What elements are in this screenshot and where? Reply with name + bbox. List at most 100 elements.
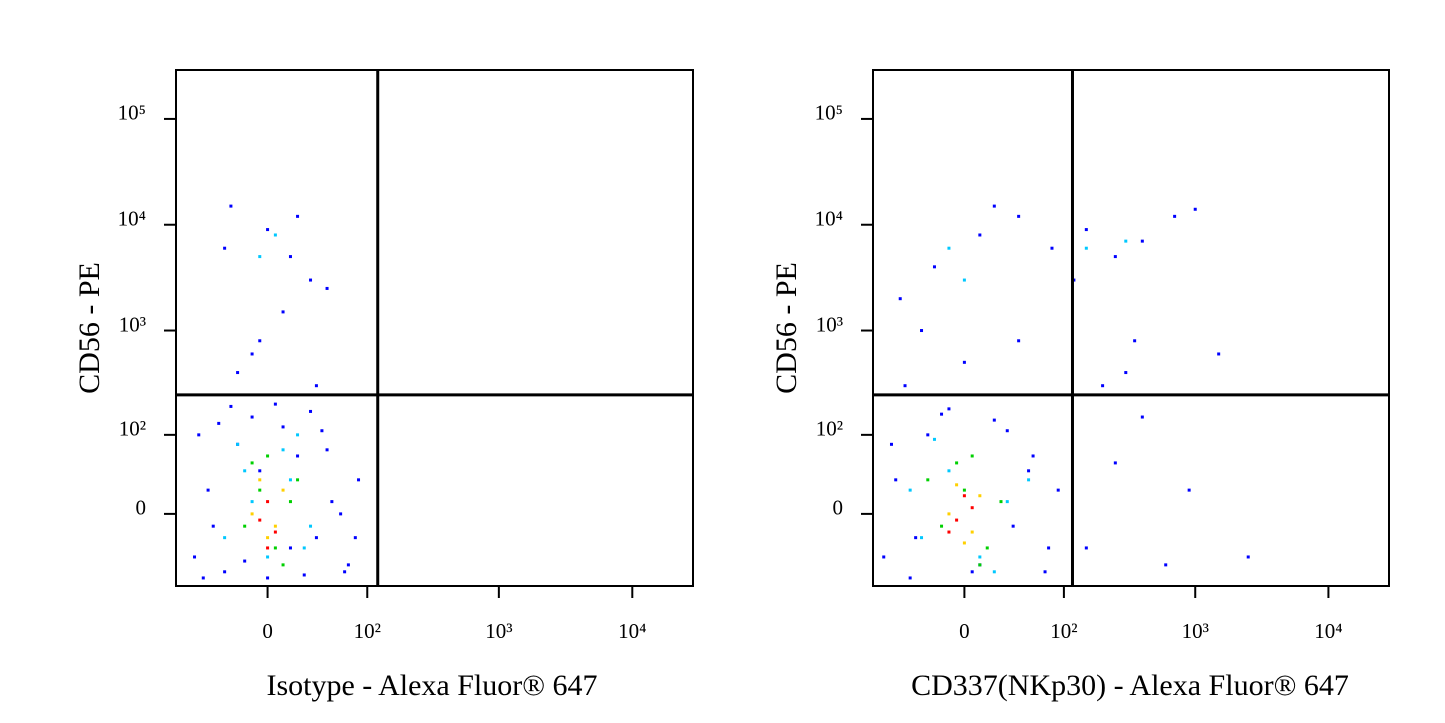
dot: [206, 488, 210, 492]
dot: [1027, 478, 1031, 482]
dot: [920, 329, 924, 333]
dot: [932, 437, 936, 441]
dot: [1027, 469, 1031, 473]
dot: [1193, 207, 1197, 211]
x-tick-label: 0: [959, 619, 970, 643]
dot: [302, 573, 306, 577]
dot: [296, 433, 300, 437]
dot: [258, 339, 262, 343]
dot: [273, 546, 277, 550]
dot: [914, 536, 918, 540]
dot: [343, 570, 347, 574]
x-tick-label: 10⁴: [618, 619, 646, 643]
dot: [236, 442, 240, 446]
dot: [947, 530, 951, 534]
dot: [296, 214, 300, 218]
dot: [947, 469, 951, 473]
dot: [258, 469, 262, 473]
dot: [273, 530, 277, 534]
plot-frame: [175, 69, 694, 587]
dot: [1113, 255, 1117, 259]
dot: [250, 512, 254, 516]
dot: [1017, 214, 1021, 218]
dot: [1187, 488, 1191, 492]
dot: [309, 278, 313, 282]
dot: [926, 433, 930, 437]
dot: [1133, 339, 1137, 343]
dot: [1246, 555, 1250, 559]
dot: [1140, 415, 1144, 419]
dot: [1047, 546, 1051, 550]
dot: [962, 541, 966, 545]
x-tick-label: 10⁴: [1314, 619, 1342, 643]
dot: [281, 488, 285, 492]
dot: [894, 478, 898, 482]
dot: [320, 429, 324, 433]
dot: [250, 461, 254, 465]
dot: [288, 478, 292, 482]
dot: [314, 384, 318, 388]
dot: [223, 570, 227, 574]
dot: [258, 488, 262, 492]
dot: [266, 546, 270, 550]
dot: [1124, 239, 1128, 243]
dot: [346, 563, 350, 567]
dot: [908, 488, 912, 492]
x-tick-label: 0: [262, 619, 273, 643]
dot: [223, 246, 227, 250]
y-tick-label: 10³: [119, 312, 146, 336]
dot: [908, 576, 912, 580]
dot: [1217, 352, 1221, 356]
dot: [266, 454, 270, 458]
plot-frame: [872, 69, 1390, 587]
dot: [266, 536, 270, 540]
dot: [1056, 488, 1060, 492]
dot: [288, 546, 292, 550]
dot: [1084, 546, 1088, 550]
dot: [940, 412, 944, 416]
dot: [999, 500, 1003, 504]
dot: [296, 454, 300, 458]
dot: [243, 559, 247, 563]
dot: [962, 278, 966, 282]
dot: [970, 506, 974, 510]
dot: [266, 555, 270, 559]
dot: [273, 402, 277, 406]
y-tick-label: 10⁴: [815, 207, 843, 231]
dot: [955, 483, 959, 487]
dot: [229, 404, 233, 408]
dot: [250, 352, 254, 356]
y-tick-label: 10⁵: [815, 101, 843, 125]
dot: [258, 478, 262, 482]
dot: [962, 360, 966, 364]
y-tick-label: 10²: [816, 417, 843, 441]
y-tick-label: 0: [833, 496, 844, 520]
dot: [217, 421, 221, 425]
dot: [281, 448, 285, 452]
x-axis-label: Isotype - Alexa Fluor® 647: [266, 669, 597, 702]
dot: [992, 418, 996, 422]
dot: [962, 488, 966, 492]
dot: [898, 297, 902, 301]
dot: [932, 265, 936, 269]
dot: [250, 415, 254, 419]
dot: [1005, 500, 1009, 504]
dot: [281, 425, 285, 429]
dot: [882, 555, 886, 559]
dot: [970, 530, 974, 534]
y-tick-label: 10⁵: [118, 101, 146, 125]
dot: [985, 546, 989, 550]
dot: [309, 524, 313, 528]
dot: [920, 536, 924, 540]
dot: [1017, 339, 1021, 343]
y-tick-label: 10⁴: [118, 207, 146, 231]
y-tick-label: 0: [136, 496, 147, 520]
dot: [330, 500, 334, 504]
dot: [266, 228, 270, 232]
dot: [1011, 524, 1015, 528]
dot: [889, 442, 893, 446]
dot: [302, 546, 306, 550]
dot: [288, 255, 292, 259]
dot: [211, 524, 215, 528]
